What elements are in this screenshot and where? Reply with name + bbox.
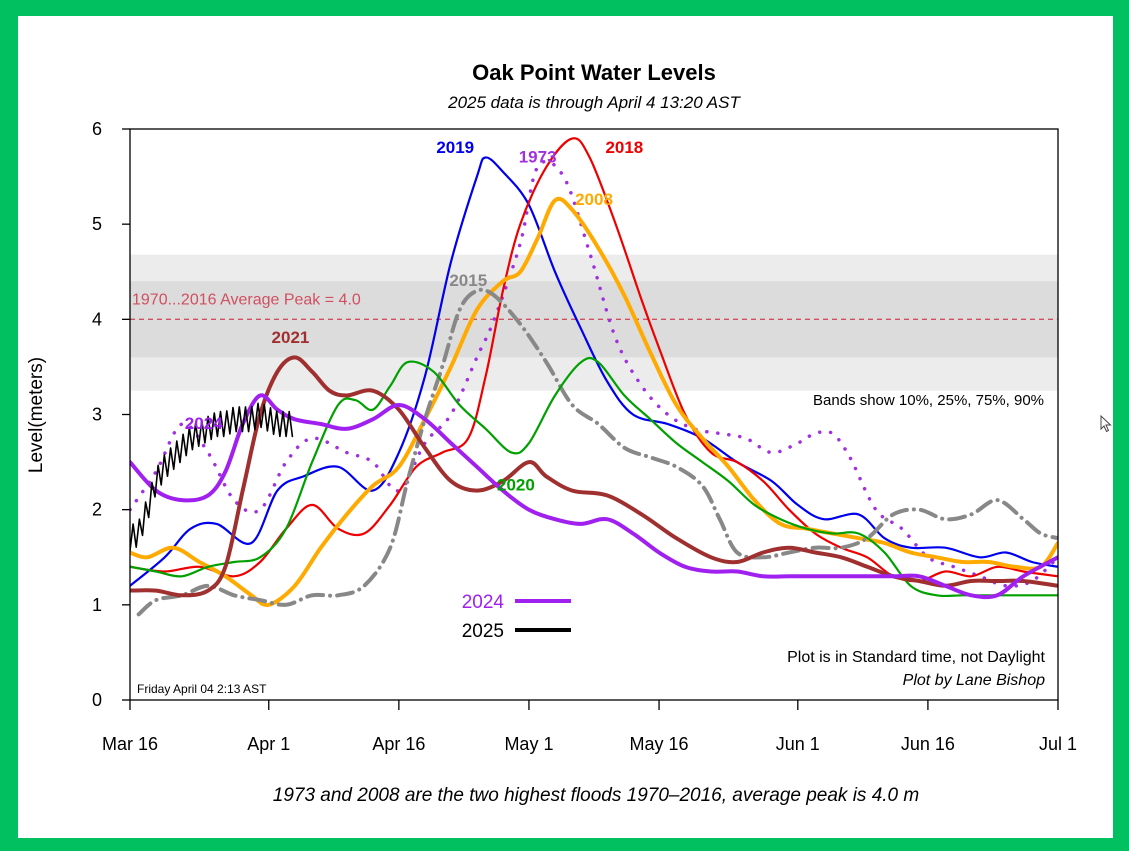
series-label-2021: 2021 bbox=[272, 328, 310, 347]
series-label-2008: 2008 bbox=[575, 190, 613, 209]
legend-label-2024: 2024 bbox=[462, 592, 505, 613]
legend: 2024 2025 bbox=[462, 592, 571, 642]
average-peak-label: 1970...2016 Average Peak = 4.0 bbox=[132, 291, 361, 308]
series-label-1973: 1973 bbox=[519, 147, 557, 166]
y-tick-label: 6 bbox=[92, 119, 102, 139]
mouse-cursor-icon bbox=[1100, 415, 1112, 433]
y-tick-label: 0 bbox=[92, 690, 102, 710]
y-tick-label: 5 bbox=[92, 214, 102, 234]
x-tick-label: Jun 1 bbox=[776, 734, 820, 754]
series-label-2024: 2024 bbox=[185, 414, 223, 433]
x-tick-label: Apr 16 bbox=[372, 734, 425, 754]
y-tick-label: 4 bbox=[92, 309, 102, 329]
series-label-2018: 2018 bbox=[605, 138, 643, 157]
chart-caption: 1973 and 2008 are the two highest floods… bbox=[273, 785, 919, 806]
legend-label-2025: 2025 bbox=[462, 621, 504, 642]
x-tick-label: May 16 bbox=[630, 734, 689, 754]
series-line-2024 bbox=[130, 393, 1058, 600]
chart-title: Oak Point Water Levels bbox=[472, 60, 716, 85]
y-tick-label: 3 bbox=[92, 405, 102, 425]
series-line-2025 bbox=[130, 402, 294, 552]
y-tick-label: 1 bbox=[92, 595, 102, 615]
chart-subtitle: 2025 data is through April 4 13:20 AST bbox=[447, 93, 741, 112]
series-line-2019 bbox=[130, 156, 1058, 587]
x-tick-label: Jul 1 bbox=[1039, 734, 1077, 754]
x-tick-label: Apr 1 bbox=[247, 734, 290, 754]
series-line-2015 bbox=[136, 287, 1058, 617]
plot-credit: Plot by Lane Bishop bbox=[903, 672, 1045, 689]
y-tick-label: 2 bbox=[92, 500, 102, 520]
series-line-1973 bbox=[130, 159, 1058, 588]
x-tick-label: May 1 bbox=[504, 734, 553, 754]
x-tick-label: Jun 16 bbox=[901, 734, 955, 754]
y-axis-label: Level(meters) bbox=[26, 357, 47, 473]
timezone-note: Plot is in Standard time, not Daylight bbox=[787, 649, 1045, 666]
series-label-2015: 2015 bbox=[449, 271, 487, 290]
series-label-2019: 2019 bbox=[436, 138, 474, 157]
plot-timestamp: Friday April 04 2:13 AST bbox=[137, 682, 267, 696]
series-label-2020: 2020 bbox=[497, 476, 535, 495]
bands-note: Bands show 10%, 25%, 75%, 90% bbox=[813, 392, 1044, 409]
x-tick-label: Mar 16 bbox=[102, 734, 158, 754]
series-line-2008 bbox=[130, 196, 1058, 608]
